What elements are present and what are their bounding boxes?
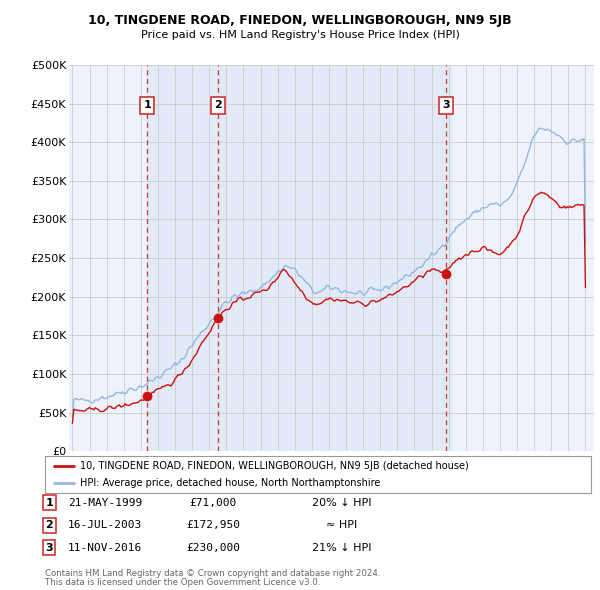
Text: Price paid vs. HM Land Registry's House Price Index (HPI): Price paid vs. HM Land Registry's House … bbox=[140, 30, 460, 40]
Text: 10, TINGDENE ROAD, FINEDON, WELLINGBOROUGH, NN9 5JB (detached house): 10, TINGDENE ROAD, FINEDON, WELLINGBOROU… bbox=[80, 461, 469, 471]
Text: 2: 2 bbox=[46, 520, 53, 530]
Text: ≈ HPI: ≈ HPI bbox=[326, 520, 358, 530]
Text: £230,000: £230,000 bbox=[186, 543, 240, 552]
Bar bbox=[148, 65, 218, 451]
Text: 16-JUL-2003: 16-JUL-2003 bbox=[68, 520, 142, 530]
Bar bbox=[218, 65, 451, 451]
Text: 1: 1 bbox=[143, 100, 151, 110]
Text: £71,000: £71,000 bbox=[190, 498, 236, 507]
Text: 21% ↓ HPI: 21% ↓ HPI bbox=[312, 543, 372, 552]
Text: 3: 3 bbox=[442, 100, 450, 110]
Text: Contains HM Land Registry data © Crown copyright and database right 2024.: Contains HM Land Registry data © Crown c… bbox=[45, 569, 380, 578]
Text: 11-NOV-2016: 11-NOV-2016 bbox=[68, 543, 142, 552]
Text: HPI: Average price, detached house, North Northamptonshire: HPI: Average price, detached house, Nort… bbox=[80, 478, 381, 488]
Text: 2: 2 bbox=[215, 100, 223, 110]
Text: 20% ↓ HPI: 20% ↓ HPI bbox=[312, 498, 372, 507]
Text: 10, TINGDENE ROAD, FINEDON, WELLINGBOROUGH, NN9 5JB: 10, TINGDENE ROAD, FINEDON, WELLINGBOROU… bbox=[88, 14, 512, 27]
Text: 1: 1 bbox=[46, 498, 53, 507]
Text: £172,950: £172,950 bbox=[186, 520, 240, 530]
Text: 21-MAY-1999: 21-MAY-1999 bbox=[68, 498, 142, 507]
Text: This data is licensed under the Open Government Licence v3.0.: This data is licensed under the Open Gov… bbox=[45, 578, 320, 587]
Text: 3: 3 bbox=[46, 543, 53, 552]
